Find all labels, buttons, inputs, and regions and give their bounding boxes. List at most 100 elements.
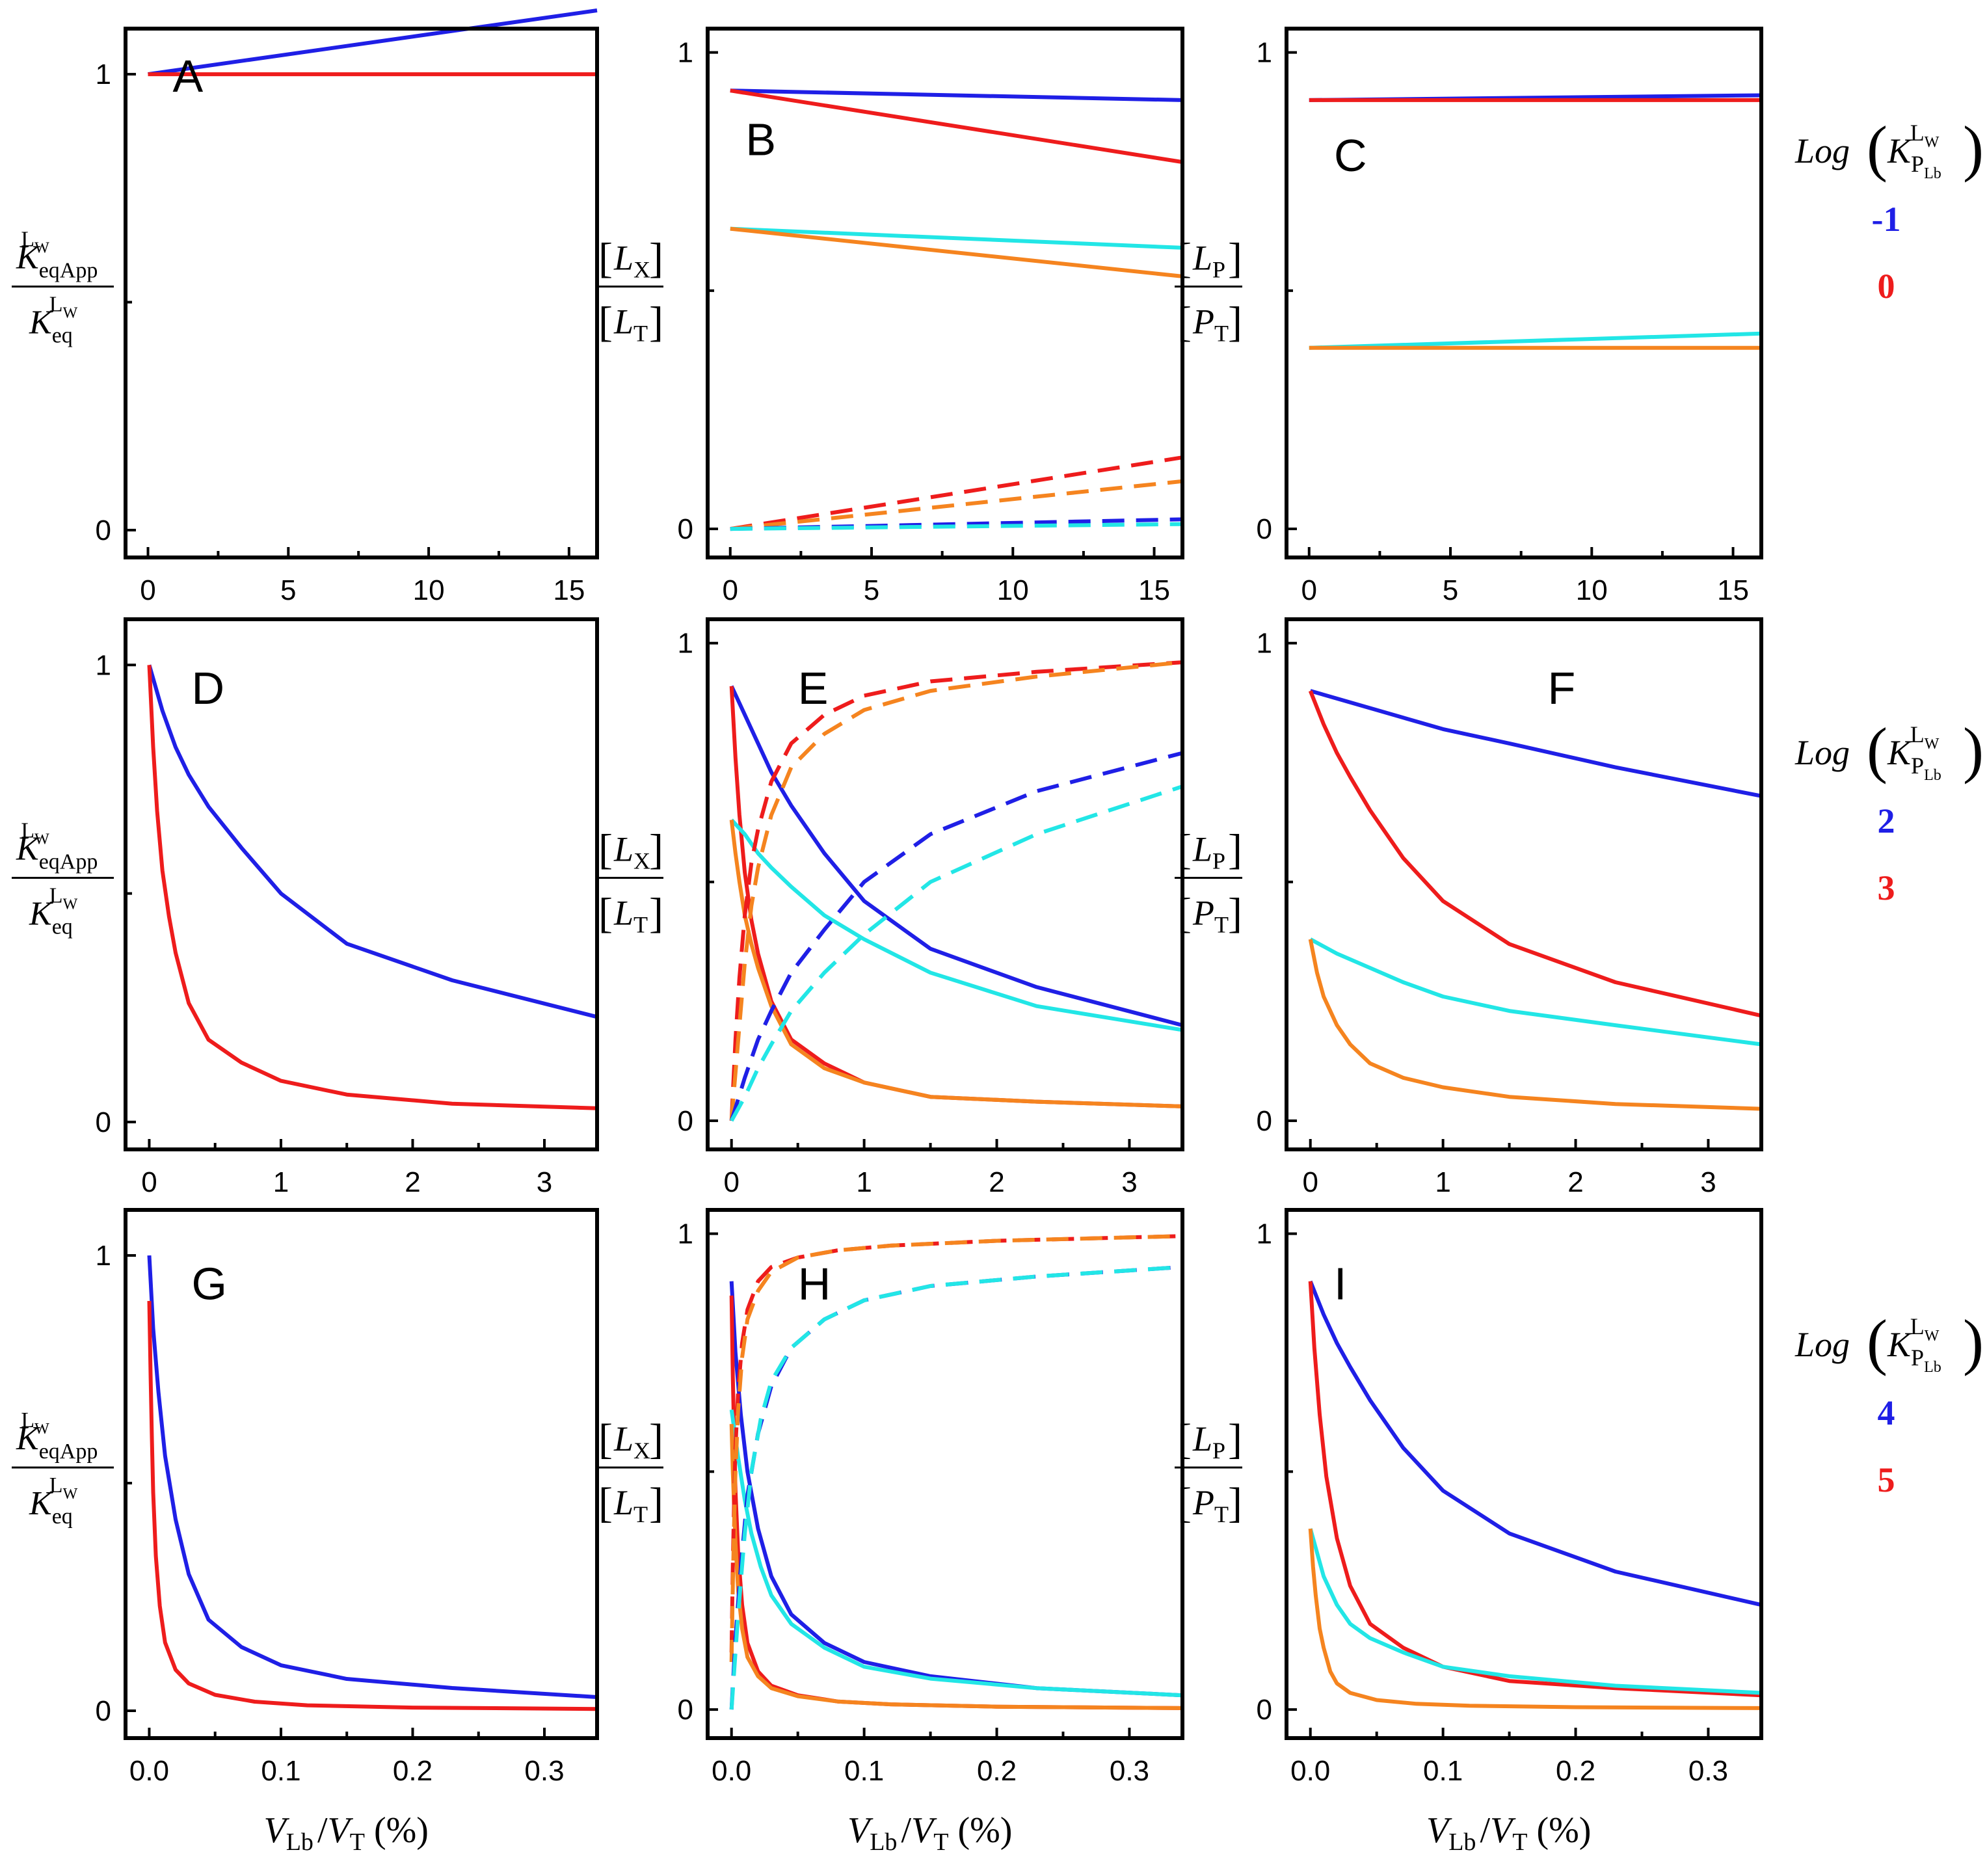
k-subscript: eq — [52, 1505, 73, 1529]
series-line-E-red-dashed — [729, 660, 1183, 1121]
x-tick-label-G: 0.1 — [261, 1755, 300, 1787]
fraction-denominator: LT — [613, 894, 648, 938]
fraction-denominator: PT — [1192, 302, 1229, 347]
main-symbol: P — [1192, 1483, 1214, 1522]
plot-frame-B — [706, 27, 1184, 559]
fraction-numerator: LX — [613, 830, 650, 874]
k-superscript-sub: W — [63, 305, 78, 322]
series-line-I-cyan-solid — [1308, 1528, 1762, 1695]
k-superscript-sub: W — [1925, 134, 1940, 151]
v-subscript-t: T — [933, 1829, 948, 1856]
bracket-open: [ — [1177, 1415, 1192, 1463]
k-symbol: K — [1887, 131, 1913, 170]
log-text: Log — [1794, 1325, 1850, 1364]
k-symbol: K — [29, 304, 53, 342]
y-axis-label-ligand: [LX][LT] — [596, 235, 663, 347]
subscript: X — [633, 257, 650, 283]
legend-entry-blue: 2 — [1878, 801, 1895, 840]
bracket-close: ] — [649, 299, 663, 346]
y-tick-label-B: 0 — [678, 513, 693, 545]
series-line-I-blue-solid — [1308, 1280, 1762, 1607]
bracket-close: ] — [649, 235, 663, 282]
series-line-D-blue-solid — [147, 664, 598, 1019]
y-tick-label-B: 1 — [678, 37, 693, 69]
main-symbol: L — [613, 239, 633, 278]
k-symbol: K — [1887, 1325, 1913, 1364]
series-line-E-orange-dashed — [729, 660, 1183, 1121]
series-line-F-red-solid — [1308, 690, 1762, 1018]
k-subscript: P — [1911, 753, 1924, 779]
series-line-E-blue-dashed — [729, 751, 1183, 1121]
legend-row-3: Log (KPLb LW) 4 5 — [1794, 1307, 1984, 1499]
y-tick-label-F: 1 — [1257, 628, 1272, 660]
k-superscript: L — [21, 1408, 34, 1432]
paren-close: ) — [1963, 1307, 1984, 1376]
ratio-numerator: KeqAppLW — [16, 819, 98, 874]
ratio-denominator: Keq LW — [29, 1473, 78, 1529]
main-symbol: L — [613, 894, 633, 933]
main-symbol: P — [1192, 302, 1214, 342]
v-subscript-t: T — [1512, 1829, 1527, 1856]
subscript: P — [1212, 257, 1225, 283]
series-line-F-orange-solid — [1308, 939, 1762, 1111]
series-line-E-orange-solid — [729, 820, 1183, 1108]
x-tick-label-H: 0.3 — [1110, 1755, 1149, 1787]
slash: / — [901, 1810, 911, 1851]
y-tick-label-F: 0 — [1257, 1105, 1272, 1137]
plot-frame-C — [1285, 27, 1763, 559]
ratio-denominator: Keq LW — [29, 293, 78, 348]
series-line-D-red-solid — [147, 665, 598, 1110]
x-tick-label-E: 3 — [1121, 1166, 1137, 1198]
plot-frame-A — [124, 27, 599, 559]
panel-label-I: I — [1334, 1259, 1346, 1309]
bracket-close: ] — [1228, 1415, 1242, 1463]
y-axis-label-ligand: [LX][LT] — [596, 826, 663, 938]
subscript: T — [633, 1501, 648, 1527]
k-superscript: L — [1910, 1313, 1925, 1339]
k-superscript: L — [49, 1473, 63, 1497]
plot-frame-D — [124, 617, 599, 1151]
paren-close: ) — [1963, 113, 1984, 183]
series-line-B-orange-solid — [730, 226, 1183, 278]
x-tick-label-B: 0 — [723, 574, 738, 606]
k-symbol: K — [16, 831, 40, 868]
legend-row-1: Log (KPLb LW) -1 0 — [1794, 113, 1984, 306]
x-axis-label: VLb/VT (%) — [264, 1810, 429, 1856]
paren-open: ( — [1867, 1307, 1887, 1376]
k-subscript: eqApp — [39, 1440, 98, 1464]
x-tick-label-G: 0.2 — [393, 1755, 433, 1787]
series-line-B-red-solid — [730, 88, 1183, 165]
panel-label-F: F — [1548, 663, 1576, 714]
bracket-close: ] — [1228, 299, 1242, 346]
k-superscript: L — [21, 819, 34, 843]
k-symbol: K — [29, 896, 53, 933]
fraction-numerator: LP — [1192, 830, 1225, 874]
v-symbol: V — [847, 1810, 873, 1851]
legend-heading: Log — [1794, 131, 1850, 170]
ratio-numerator: KeqAppLW — [16, 228, 98, 283]
y-tick-label-A: 0 — [96, 515, 111, 546]
series-line-E-cyan-dashed — [730, 784, 1183, 1122]
x-tick-label-I: 0.0 — [1290, 1755, 1330, 1787]
panel-label-D: D — [192, 663, 225, 714]
k-superscript-sub: W — [1925, 1328, 1940, 1345]
subscript: T — [633, 321, 648, 347]
bracket-open: [ — [598, 235, 613, 282]
x-tick-label-H: 0.0 — [712, 1755, 751, 1787]
k-superscript-sub: W — [63, 896, 78, 913]
x-axis-label: VLb/VT (%) — [847, 1810, 1012, 1856]
series-line-E-red-solid — [729, 686, 1183, 1108]
legend-k-term: KPLb LW — [1887, 1313, 1941, 1376]
fraction-denominator: PT — [1192, 1483, 1229, 1527]
y-axis-label-ratio: KeqAppLW KeqLW — [12, 228, 114, 348]
slash: / — [317, 1810, 328, 1851]
series-line-H-red-solid — [729, 1295, 1183, 1710]
x-tick-label-A: 15 — [553, 574, 585, 606]
k-subscript: P — [1911, 151, 1924, 177]
panel-label-B: B — [745, 114, 776, 165]
